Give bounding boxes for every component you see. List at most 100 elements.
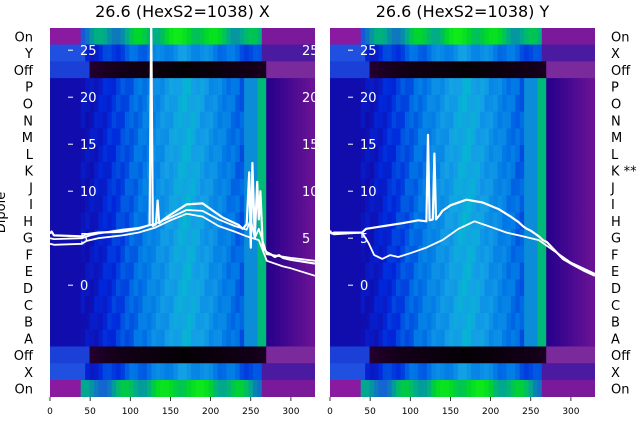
overlay-ytick-label: 25 [360, 44, 377, 59]
heatmap-cell [252, 61, 258, 79]
heatmap-cell [373, 44, 379, 62]
heatmap-cell [111, 28, 117, 46]
heatmap-cell [301, 245, 307, 264]
heatmap-cell [572, 279, 578, 297]
heatmap-cell [391, 44, 397, 62]
heatmap-cell [449, 380, 455, 397]
heatmap-cell [111, 161, 117, 180]
heatmap-cell [164, 44, 170, 62]
heatmap-cell [102, 94, 108, 113]
heatmap-cell [365, 329, 371, 348]
heatmap-cell [204, 229, 210, 247]
heatmap-cell [164, 78, 170, 96]
heatmap-cell [160, 178, 166, 197]
heatmap-cell [572, 44, 578, 62]
heatmap-cell [444, 380, 450, 397]
row-label: C [611, 299, 620, 314]
heatmap-cell [391, 245, 397, 264]
heatmap-cell [577, 279, 583, 297]
heatmap-cell [111, 78, 117, 96]
heatmap-cell [111, 44, 117, 62]
heatmap-cell [111, 329, 117, 348]
heatmap-cell [133, 229, 139, 247]
heatmap-cell [497, 245, 503, 264]
heatmap-cell [124, 161, 130, 180]
heatmap-cell [213, 145, 219, 163]
overlay-ytick-label: 25 [80, 44, 97, 59]
heatmap-cell [479, 312, 485, 331]
heatmap-cell [102, 128, 108, 146]
heatmap-cell [173, 111, 179, 130]
heatmap-cell [502, 128, 508, 146]
heatmap-cell [71, 128, 77, 146]
heatmap-cell [449, 44, 455, 62]
heatmap-cell [479, 128, 485, 146]
heatmap-cell [479, 296, 485, 314]
heatmap-cell [457, 279, 463, 297]
heatmap-cell [502, 212, 508, 230]
heatmap-cell [462, 212, 468, 230]
heatmap-cell [497, 161, 503, 180]
heatmap-cell [116, 78, 122, 96]
heatmap-cell [199, 229, 205, 247]
heatmap-cell [568, 212, 574, 230]
heatmap-cell [435, 44, 441, 62]
heatmap-cell [382, 296, 388, 314]
heatmap-cell [213, 380, 219, 397]
heatmap-cell [107, 279, 113, 297]
heatmap-cell [466, 229, 472, 247]
heatmap-cell [151, 296, 157, 314]
heatmap-cell [244, 94, 250, 113]
heatmap-cell [116, 380, 122, 397]
heatmap-cell [239, 44, 245, 62]
heatmap-cell [89, 145, 95, 163]
heatmap-cell [292, 363, 298, 381]
heatmap-cell [488, 262, 494, 280]
heatmap-cell [275, 329, 281, 348]
heatmap-cell [213, 44, 219, 62]
heatmap-cell [133, 329, 139, 348]
heatmap-cell [409, 279, 415, 297]
heatmap-cell [270, 346, 276, 364]
heatmap-cell [124, 78, 130, 96]
heatmap-cell [244, 145, 250, 163]
heatmap-cell [129, 28, 135, 46]
heatmap-cell [177, 380, 183, 397]
heatmap-cell [80, 128, 86, 146]
heatmap-cell [310, 161, 315, 180]
heatmap-cell [177, 94, 183, 113]
heatmap-cell [365, 111, 371, 130]
heatmap-cell [559, 94, 565, 113]
heatmap-cell [266, 111, 272, 130]
heatmap-cell [426, 28, 432, 46]
heatmap-cell [369, 195, 375, 213]
heatmap-cell [199, 94, 205, 113]
heatmap-cell [581, 161, 587, 180]
heatmap-cell [301, 94, 307, 113]
heatmap-cell [195, 329, 201, 348]
heatmap-cell [173, 28, 179, 46]
heatmap-cell [453, 329, 459, 348]
heatmap-cell [440, 346, 446, 364]
heatmap-cell [546, 145, 552, 163]
heatmap-cell [226, 279, 232, 297]
heatmap-cell [270, 296, 276, 314]
heatmap-cell [261, 296, 267, 314]
heatmap-cell [120, 380, 126, 397]
heatmap-cell [213, 28, 219, 46]
heatmap-cell [466, 61, 472, 79]
heatmap-cell [235, 312, 241, 331]
heatmap-cell [466, 28, 472, 46]
heatmap-cell [50, 262, 55, 280]
heatmap-cell [85, 28, 91, 46]
heatmap-cell [169, 296, 175, 314]
heatmap-cell [270, 178, 276, 197]
heatmap-cell [58, 178, 64, 197]
heatmap-cell [50, 296, 55, 314]
heatmap-cell [462, 195, 468, 213]
heatmap-cell [93, 44, 99, 62]
heatmap-cell [186, 161, 192, 180]
heatmap-cell [310, 61, 315, 79]
heatmap-cell [519, 212, 525, 230]
heatmap-cell [334, 312, 340, 331]
